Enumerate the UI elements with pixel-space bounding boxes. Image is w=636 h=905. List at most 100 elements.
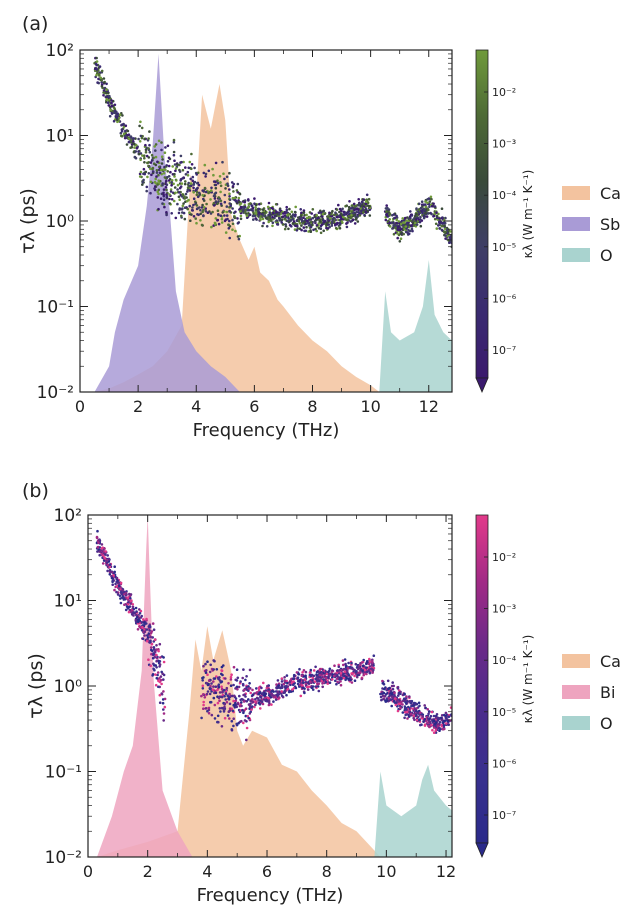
scatter-point — [271, 221, 275, 224]
scatter-point — [395, 221, 398, 225]
scatter-point — [346, 221, 349, 224]
scatter-point — [148, 150, 152, 154]
y-tick-label: 10⁻¹ — [45, 763, 82, 783]
scatter-point — [364, 208, 368, 211]
scatter-point — [162, 172, 166, 175]
scatter-point — [330, 224, 334, 227]
scatter-point — [243, 200, 246, 204]
colorbar: 10⁻² 10⁻³ 10⁻⁴ 10⁻⁵ 10⁻⁶ 10⁻⁷ κλ (W m⁻¹ K⁻¹) — [475, 49, 535, 394]
scatter-point — [371, 659, 374, 663]
scatter-point — [276, 693, 279, 696]
scatter-point — [195, 221, 198, 225]
scatter-point — [186, 199, 189, 203]
scatter-point — [181, 204, 185, 208]
scatter-point — [411, 704, 415, 707]
scatter-point — [300, 224, 303, 227]
scatter-point — [159, 168, 163, 172]
scatter-point — [170, 181, 173, 184]
scatter-point — [178, 186, 182, 190]
scatter-point — [424, 706, 427, 710]
scatter-point — [317, 689, 321, 693]
scatter-point — [407, 705, 410, 709]
scatter-point — [112, 119, 116, 123]
scatter-point — [294, 205, 298, 209]
scatter-point — [438, 720, 442, 724]
scatter-point — [427, 712, 430, 716]
scatter-point — [195, 190, 199, 194]
scatter-point — [410, 227, 414, 231]
scatter-point — [222, 172, 225, 175]
scatter-point — [147, 172, 151, 175]
scatter-point — [168, 197, 171, 201]
scatter-point — [102, 559, 106, 562]
scatter-point — [116, 112, 119, 115]
scatter-point — [129, 135, 133, 138]
scatter-point — [201, 676, 204, 680]
scatter-point — [161, 158, 164, 161]
scatter-point — [196, 182, 199, 185]
scatter-point — [209, 684, 212, 688]
scatter-point — [287, 690, 291, 694]
scatter-point — [115, 590, 118, 594]
scatter-point — [337, 665, 341, 668]
scatter-point — [244, 714, 248, 718]
scatter-point — [258, 703, 262, 706]
scatter-point — [115, 584, 119, 588]
scatter-point — [367, 668, 371, 672]
scatter-point — [127, 601, 130, 604]
scatter-point — [207, 706, 211, 710]
scatter-point — [290, 210, 294, 214]
scatter-point — [154, 143, 158, 146]
scatter-point — [190, 208, 194, 212]
scatter-point — [159, 678, 163, 682]
scatter-point — [331, 676, 334, 679]
scatter-point — [202, 693, 205, 696]
scatter-point — [126, 598, 130, 602]
y-axis-label: τλ (ps) — [25, 653, 47, 719]
scatter-point — [399, 237, 403, 240]
scatter-point — [409, 712, 413, 716]
scatter-point — [237, 200, 241, 204]
scatter-point — [418, 704, 421, 708]
scatter-point — [365, 662, 368, 665]
scatter-point — [403, 716, 406, 720]
scatter-point — [251, 688, 254, 692]
scatter-point — [303, 229, 306, 233]
scatter-point — [218, 691, 222, 694]
scatter-point — [379, 692, 382, 696]
scatter-point — [297, 219, 301, 222]
scatter-point — [120, 592, 124, 595]
scatter-point — [395, 214, 398, 218]
scatter-point — [146, 175, 149, 179]
scatter-point — [412, 714, 416, 717]
scatter-point — [103, 547, 106, 550]
scatter-point — [429, 211, 432, 215]
scatter-point — [162, 656, 165, 659]
scatter-point — [167, 164, 171, 168]
scatter-point — [315, 224, 319, 227]
scatter-point — [99, 76, 102, 80]
scatter-point — [287, 216, 290, 220]
scatter-point — [97, 541, 100, 544]
scatter-point — [305, 213, 308, 217]
scatter-point — [131, 609, 134, 612]
x-tick-label: 6 — [262, 862, 272, 881]
chart-panel-a: 0 2 4 6 8 10 12 10⁻² 10⁻¹ 10⁰ 10¹ 10² Frequency (THz… — [17, 13, 621, 441]
scatter-point — [370, 663, 374, 667]
scatter-point — [188, 204, 191, 208]
scatter-point — [226, 182, 229, 185]
scatter-point — [206, 673, 209, 676]
scatter-point — [152, 667, 155, 671]
legend-label-sb: Sb — [600, 215, 620, 234]
scatter-point — [393, 693, 396, 697]
scatter-point — [442, 724, 446, 727]
scatter-point — [155, 653, 158, 657]
scatter-point — [405, 219, 408, 222]
scatter-point — [298, 683, 302, 687]
scatter-point — [220, 695, 224, 699]
scatter-point — [160, 155, 164, 158]
scatter-point — [154, 177, 157, 181]
scatter-point — [341, 207, 344, 211]
scatter-point — [434, 729, 438, 732]
scatter-point — [227, 682, 230, 685]
